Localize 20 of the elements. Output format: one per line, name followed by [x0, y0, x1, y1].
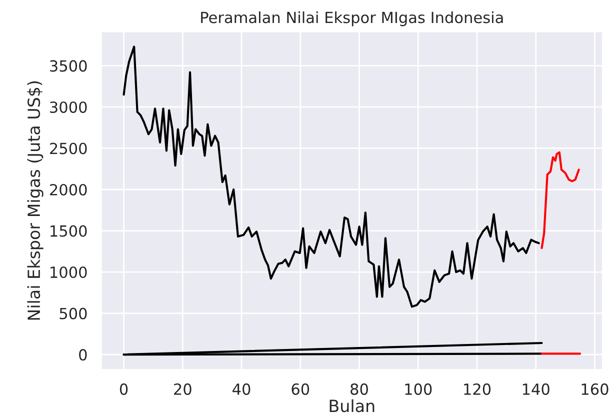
- y-tick-label: 3500: [50, 60, 87, 72]
- x-tick-label: 40: [232, 383, 250, 395]
- x-tick-label: 160: [582, 383, 608, 395]
- x-tick-label: 120: [464, 383, 491, 395]
- y-axis-title: Nilai Ekspor Migas (Juta US$): [27, 81, 44, 320]
- x-tick-label: 100: [405, 383, 432, 395]
- y-tick-label: 2500: [50, 142, 87, 154]
- chart-title: Peramalan Nilai Ekspor MIgas Indonesia: [201, 11, 503, 26]
- y-tick-label: 1500: [50, 225, 87, 237]
- y-tick-label: 3000: [50, 101, 87, 113]
- x-tick-label: 20: [174, 383, 192, 395]
- x-tick-label: 0: [120, 383, 128, 395]
- x-axis-title: Bulan: [330, 399, 374, 412]
- y-tick-label: 0: [79, 349, 87, 361]
- y-tick-label: 1000: [50, 266, 87, 278]
- x-tick-label: 140: [522, 383, 550, 395]
- y-tick-label: 500: [60, 308, 87, 320]
- x-tick-label: 60: [292, 383, 310, 395]
- y-tick-label: 2000: [50, 184, 87, 196]
- x-tick-label: 80: [350, 383, 368, 395]
